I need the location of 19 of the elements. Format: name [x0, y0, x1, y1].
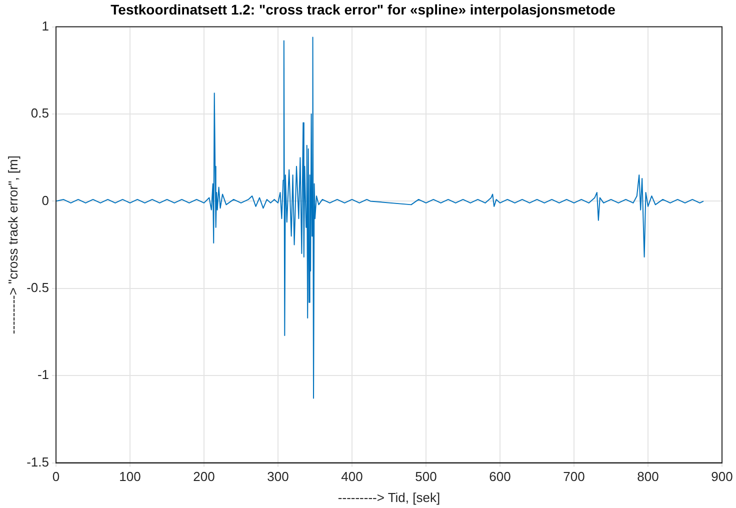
chart-title: Testkoordinatsett 1.2: "cross track error" for «spline» interpolasjonsmetode: [110, 1, 616, 18]
y-axis-title: ---------> "cross track error", [m]: [5, 156, 20, 334]
x-tick-label: 100: [119, 469, 141, 484]
x-axis-title: ---------> Tid, [sek]: [338, 490, 440, 505]
x-tick-label: 800: [637, 469, 659, 484]
x-tick-label: 900: [711, 469, 733, 484]
y-tick-label: -1: [37, 367, 49, 382]
x-tick-label: 500: [415, 469, 437, 484]
y-tick-label: 1: [42, 18, 49, 34]
y-tick-label: -0.5: [26, 280, 49, 295]
x-tick-label: 600: [489, 469, 511, 484]
x-tick-label: 200: [193, 469, 215, 484]
x-tick-label: 300: [267, 469, 289, 484]
x-tick-label: 700: [563, 469, 585, 484]
y-tick-label: 0: [42, 192, 49, 208]
y-tick-label: -1.5: [26, 454, 49, 470]
x-tick-label: 400: [341, 469, 363, 484]
y-tick-label: 0.5: [30, 106, 49, 121]
x-tick-label: 0: [52, 469, 60, 484]
